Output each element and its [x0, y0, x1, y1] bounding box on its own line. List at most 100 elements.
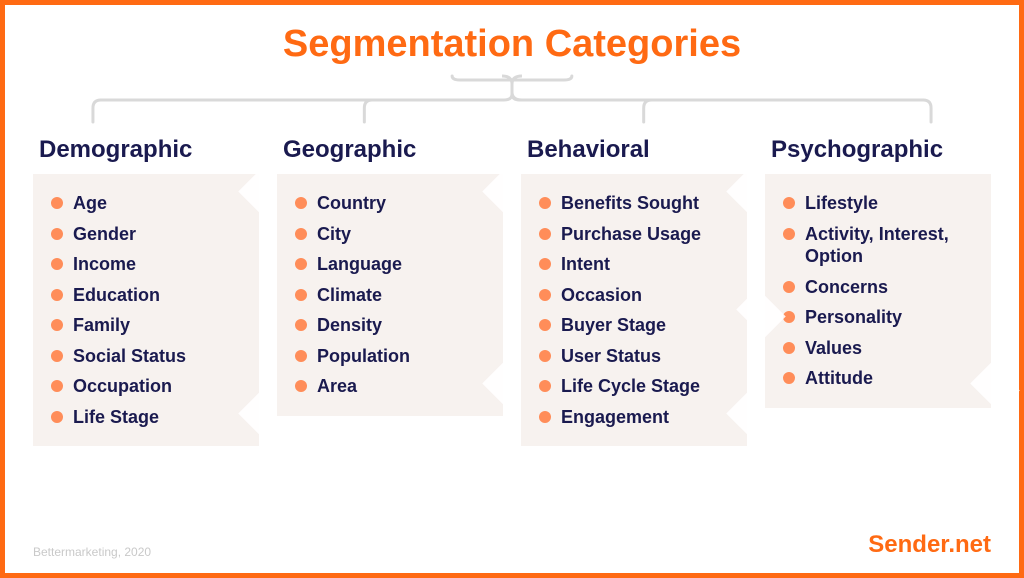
bullet-icon	[295, 228, 307, 240]
list-item-label: Social Status	[73, 345, 186, 368]
list-item: Buyer Stage	[539, 310, 733, 341]
bullet-icon	[539, 197, 551, 209]
list-item: Engagement	[539, 402, 733, 433]
bullet-icon	[539, 319, 551, 331]
list-item-label: Climate	[317, 284, 382, 307]
bullet-icon	[51, 258, 63, 270]
bullet-icon	[783, 311, 795, 323]
connector-bracket	[73, 74, 951, 130]
item-list: Lifestyle Activity, Interest, Option Conce…	[783, 188, 977, 394]
column-title: Geographic	[277, 136, 503, 164]
bullet-icon	[51, 197, 63, 209]
list-item: Life Stage	[51, 402, 245, 433]
list-item: Language	[295, 249, 489, 280]
list-item: Density	[295, 310, 489, 341]
list-item-label: Concerns	[805, 276, 888, 299]
bullet-icon	[539, 411, 551, 423]
list-item-label: Education	[73, 284, 160, 307]
list-item-label: Engagement	[561, 406, 669, 429]
list-item: Family	[51, 310, 245, 341]
column-body: Country CityLanguage Climate Density Populat…	[277, 174, 503, 416]
column-demographic: Demographic Age Gender Income Education Famil…	[33, 136, 259, 521]
list-item-label: Lifestyle	[805, 192, 878, 215]
bullet-icon	[51, 350, 63, 362]
list-item-label: Values	[805, 337, 862, 360]
bullet-icon	[539, 228, 551, 240]
list-item-label: Population	[317, 345, 410, 368]
bullet-icon	[295, 258, 307, 270]
bullet-icon	[783, 372, 795, 384]
column-body: Benefits Sought Purchase Usage Intent Occas…	[521, 174, 747, 446]
bullet-icon	[295, 197, 307, 209]
list-item: User Status	[539, 341, 733, 372]
list-item-label: Area	[317, 375, 357, 398]
bullet-icon	[51, 289, 63, 301]
list-item-label: Benefits Sought	[561, 192, 699, 215]
infographic-frame: Segmentation Categories Demographic Age Ge…	[0, 0, 1024, 578]
bullet-icon	[539, 289, 551, 301]
footer: Bettermarketing, 2020 Sender.net	[33, 531, 991, 559]
list-item-label: Life Stage	[73, 406, 159, 429]
bullet-icon	[539, 350, 551, 362]
list-item: Activity, Interest, Option	[783, 219, 977, 272]
list-item-label: Life Cycle Stage	[561, 375, 700, 398]
list-item-label: Income	[73, 253, 136, 276]
bullet-icon	[51, 411, 63, 423]
list-item-label: Age	[73, 192, 107, 215]
column-title: Demographic	[33, 136, 259, 164]
list-item-label: Buyer Stage	[561, 314, 666, 337]
bullet-icon	[539, 380, 551, 392]
list-item: Concerns	[783, 272, 977, 303]
bullet-icon	[783, 228, 795, 240]
bullet-icon	[539, 258, 551, 270]
list-item: Attitude	[783, 363, 977, 394]
list-item: Occasion	[539, 280, 733, 311]
bullet-icon	[295, 319, 307, 331]
bullet-icon	[295, 350, 307, 362]
list-item: Purchase Usage	[539, 219, 733, 250]
list-item-label: Purchase Usage	[561, 223, 701, 246]
list-item: Income	[51, 249, 245, 280]
list-item: Social Status	[51, 341, 245, 372]
list-item-label: Density	[317, 314, 382, 337]
list-item: City	[295, 219, 489, 250]
list-item-label: Intent	[561, 253, 610, 276]
list-item: Gender	[51, 219, 245, 250]
bullet-icon	[783, 281, 795, 293]
bullet-icon	[295, 289, 307, 301]
list-item: Climate	[295, 280, 489, 311]
list-item-label: Occasion	[561, 284, 642, 307]
column-psychographic: Psychographic Lifestyle Activity, Interest…	[765, 136, 991, 521]
bullet-icon	[783, 197, 795, 209]
bullet-icon	[51, 380, 63, 392]
list-item-label: Gender	[73, 223, 136, 246]
main-title: Segmentation Categories	[33, 23, 991, 66]
list-item-label: Personality	[805, 306, 902, 329]
list-item: Area	[295, 371, 489, 402]
list-item-label: Activity, Interest, Option	[805, 223, 977, 268]
bullet-icon	[783, 342, 795, 354]
list-item: Lifestyle	[783, 188, 977, 219]
list-item-label: Attitude	[805, 367, 873, 390]
list-item-label: Country	[317, 192, 386, 215]
attribution-text: Bettermarketing, 2020	[33, 545, 151, 559]
column-title: Behavioral	[521, 136, 747, 164]
bullet-icon	[295, 380, 307, 392]
column-body: Lifestyle Activity, Interest, Option Conce…	[765, 174, 991, 408]
item-list: Country CityLanguage Climate Density Populat…	[295, 188, 489, 402]
list-item-label: User Status	[561, 345, 661, 368]
bullet-icon	[51, 228, 63, 240]
columns-container: Demographic Age Gender Income Education Famil…	[33, 136, 991, 521]
item-list: Age Gender Income Education Family Social Sta…	[51, 188, 245, 432]
list-item: Age	[51, 188, 245, 219]
list-item: Personality	[783, 302, 977, 333]
list-item: Country	[295, 188, 489, 219]
column-geographic: Geographic Country CityLanguage Climate Dens…	[277, 136, 503, 521]
list-item: Population	[295, 341, 489, 372]
column-title: Psychographic	[765, 136, 991, 164]
list-item-label: Occupation	[73, 375, 172, 398]
item-list: Benefits Sought Purchase Usage Intent Occas…	[539, 188, 733, 432]
column-behavioral: Behavioral Benefits Sought Purchase Usage I…	[521, 136, 747, 521]
list-item: Intent	[539, 249, 733, 280]
list-item: Occupation	[51, 371, 245, 402]
